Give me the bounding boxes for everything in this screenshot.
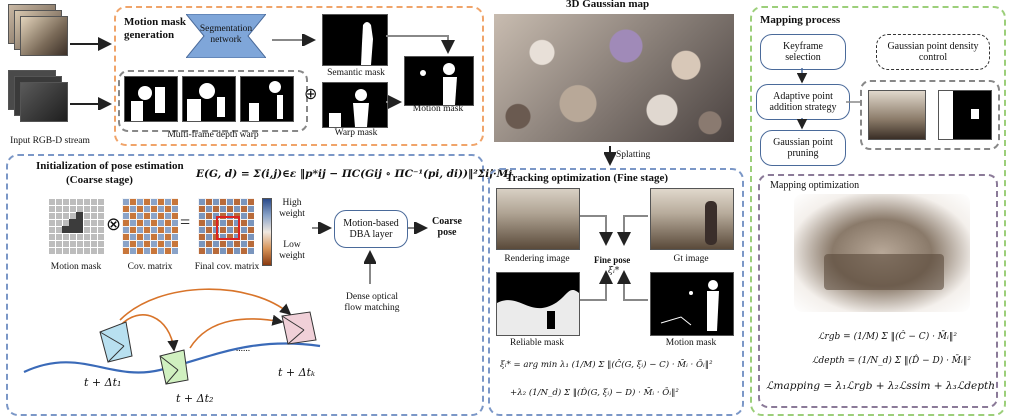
tracking-panel [488, 168, 744, 416]
high-weight-label: High weight [279, 198, 305, 219]
input-rgb-stack [8, 4, 68, 64]
gt-image [650, 188, 734, 250]
gaussian-map-title: 3D Gaussian map [566, 0, 650, 10]
tracking-motion-mask-image [650, 272, 734, 336]
t2-label: t + Δt₂ [176, 392, 214, 405]
pose-subtitle: (Coarse stage) [66, 174, 133, 186]
pose-title: Initialization of pose estimation [36, 160, 184, 172]
to-coarse-arrow [408, 222, 428, 234]
otimes-symbol: ⊗ [106, 214, 122, 234]
coarse-pose-label: Coarse pose [432, 216, 462, 238]
motion-mask-output-label: Motion mask [412, 104, 464, 114]
t1-label: t + Δt₁ [84, 376, 122, 389]
motion-mask-grid-label: Motion mask [50, 262, 102, 272]
fine-pose-arrows [580, 215, 648, 301]
rendering-label: Rendering image [504, 254, 570, 264]
density-rgb-image [868, 90, 926, 140]
gaussian-map-image [494, 14, 734, 142]
adaptive-addition-node: Adaptive point addition strategy [756, 84, 850, 120]
dba-layer-box: Motion-based DBA layer [334, 210, 408, 248]
l-rgb-equation: ℒrgb = (1/M) Σ ‖(Ĉ − C) · M̄ᵢ‖² [818, 332, 957, 342]
camera-2 [159, 349, 189, 385]
dots-label: ...... [235, 344, 251, 354]
camera-trajectory [23, 288, 321, 385]
segmentation-network-label: Segmentation network [199, 24, 253, 45]
equals-symbol: = [180, 212, 191, 232]
warp-mask-image [322, 82, 388, 128]
density-images-panel [860, 80, 1000, 150]
motion-mask-grid [48, 198, 104, 254]
tracking-motion-mask-label: Motion mask [665, 338, 717, 348]
fine-pose-xi: ξᵢ* [608, 266, 620, 276]
weight-colorbar [262, 198, 272, 266]
final-cov-label: Final cov. matrix [194, 262, 260, 272]
semantic-mask-image [322, 14, 388, 66]
reliable-mask-label: Reliable mask [509, 338, 565, 348]
to-dba-arrow [312, 222, 332, 234]
segmentation-network-block: Segmentation network [186, 14, 266, 58]
tk-label: t + Δtₖ [278, 366, 316, 379]
mapping-panel [750, 6, 1006, 416]
depth-warp-frame-2 [182, 76, 236, 122]
mapping-render-image [794, 194, 970, 312]
input-arrows [70, 37, 112, 110]
final-cov-matrix-grid [198, 198, 254, 254]
l-mapping-equation: ℒmapping = λ₁ℒrgb + λ₂ℒssim + λ₃ℒdepth [766, 380, 995, 392]
depth-warp-frame-3 [240, 76, 294, 122]
input-depth-stack [8, 70, 68, 130]
motion-mask-title: Motion mask generation [124, 16, 187, 42]
motion-mask-output-image [404, 56, 474, 106]
fine-pose-label: Fine pose [594, 255, 631, 265]
camera-3 [281, 311, 317, 345]
semantic-mask-label: Semantic mask [327, 68, 385, 78]
pruning-node: Gaussian point pruning [760, 130, 846, 166]
motion-mask-panel [114, 6, 484, 146]
splatting-label: Splatting [616, 150, 651, 160]
density-control-node: Gaussian point density control [876, 34, 990, 70]
energy-formula: E(G, d) = Σ(i,j)∈ε ‖p*ij − ΠC(Gij ∘ ΠC⁻¹… [196, 168, 513, 180]
depth-warp-frame-1 [124, 76, 178, 122]
mapping-optimization-panel [758, 174, 998, 408]
tracking-title: Tracking optimization (Fine stage) [506, 172, 669, 184]
mapping-title: Mapping process [760, 14, 841, 26]
low-weight-label: Low weight [279, 240, 305, 261]
cov-matrix-label: Cov. matrix [127, 262, 173, 272]
l-depth-equation: ℒdepth = (1/N_d) Σ ‖(D̂ − D) · M̄ᵢ‖² [812, 356, 971, 366]
tracking-equation-1: ξᵢ* = arg min λ₁ (1/M) Σ ‖(Ĉ(G, ξᵢ) − C)… [500, 360, 713, 370]
multi-frame-panel [118, 70, 308, 132]
camera-1 [99, 321, 133, 363]
density-mask-image [938, 90, 992, 140]
rendering-image [496, 188, 580, 250]
keyframe-arrow [796, 68, 808, 84]
input-stream-label: Input RGB-D stream [10, 136, 90, 146]
adaptive-arrow [796, 118, 808, 130]
gt-label: Gt image [673, 254, 709, 264]
reliable-mask-image [496, 272, 580, 336]
segnet-arrow [272, 34, 316, 46]
flow-to-dba-arrow [364, 250, 376, 284]
density-connector [846, 101, 860, 103]
cov-matrix-grid [122, 198, 178, 254]
tracking-equation-2: +λ₂ (1/N_d) Σ ‖(D̂(G, ξᵢ) − D) · M̄ᵢ · Ō… [510, 388, 679, 398]
multi-frame-label: Multi-frame depth warp [167, 130, 259, 140]
warp-mask-label: Warp mask [334, 128, 378, 138]
keyframe-selection-node: Keyframe selection [760, 34, 846, 70]
merge-arrows [386, 35, 455, 109]
splatting-arrow [604, 146, 616, 166]
mapping-optimization-title: Mapping optimization [770, 180, 860, 191]
pose-estimation-panel [6, 154, 484, 416]
dense-flow-label: Dense optical flow matching [344, 292, 400, 313]
plus-symbol: ⊕ [304, 86, 318, 103]
